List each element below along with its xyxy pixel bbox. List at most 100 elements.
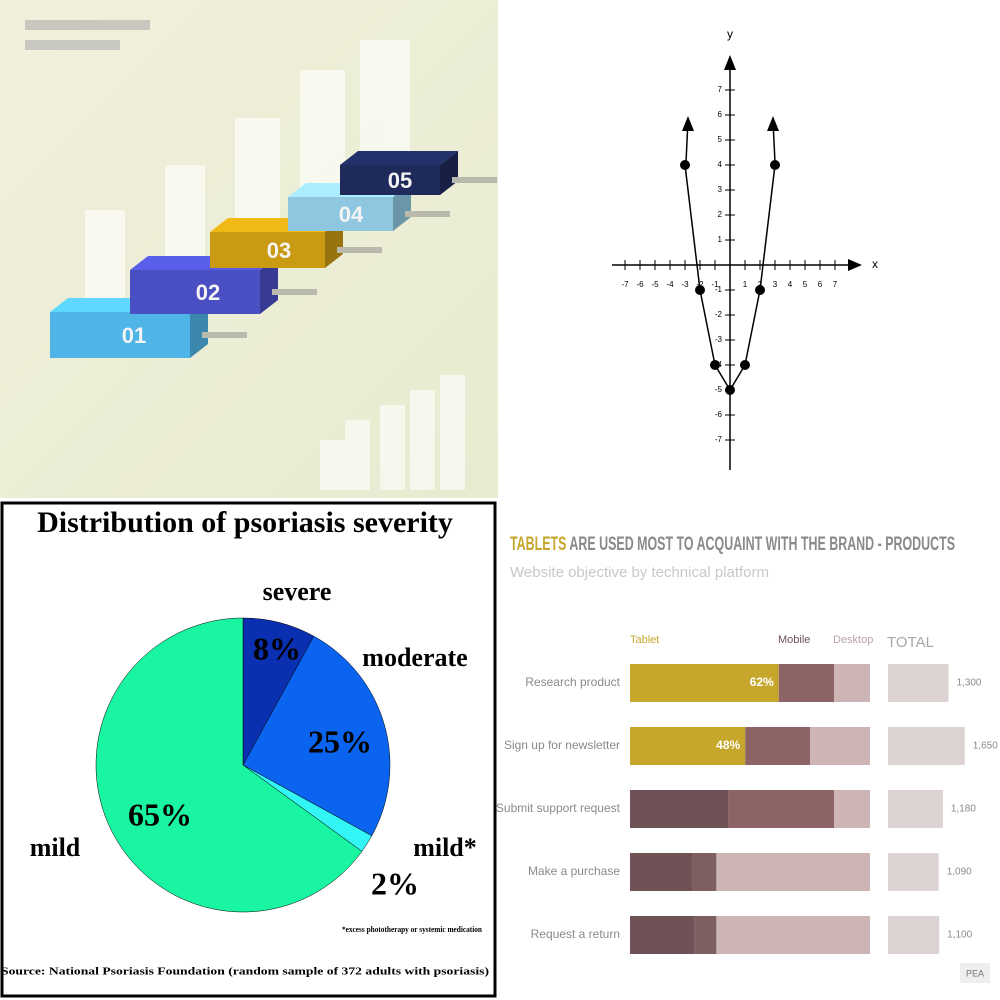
y-tick-label: -1 <box>715 285 723 294</box>
bar-segment <box>692 853 717 891</box>
x-tick-label: -7 <box>621 280 629 289</box>
total-bar <box>888 790 943 828</box>
legend-label: Mobile <box>778 634 810 646</box>
total-bar <box>888 853 939 891</box>
point <box>680 160 690 170</box>
x-tick-label: 6 <box>818 280 823 289</box>
slice-name: severe <box>263 577 332 606</box>
slice-value: 8% <box>253 630 301 666</box>
y-tick-label: 1 <box>718 235 723 244</box>
axes <box>612 62 855 470</box>
x-axis-label: x <box>872 257 878 271</box>
title-blur <box>25 20 150 30</box>
total-label: 1,650 <box>973 741 998 752</box>
title-blur <box>25 40 120 50</box>
step-label: 03 <box>267 238 291 263</box>
y-tick-label: 6 <box>718 110 723 119</box>
step-block <box>130 270 260 314</box>
step-caption <box>272 289 317 295</box>
curve-arrow <box>682 116 694 131</box>
bar-segment <box>834 790 870 828</box>
slice-name: mild* <box>413 833 477 862</box>
total-label: 1,300 <box>956 678 981 689</box>
step-side <box>260 256 278 314</box>
x-tick-label: -3 <box>681 280 689 289</box>
step-caption <box>452 177 497 183</box>
step-top <box>340 151 458 165</box>
footnote: *excess phototherapy or systemic medicat… <box>342 925 482 934</box>
bar-segment <box>728 790 834 828</box>
total-header: TOTAL <box>887 634 934 651</box>
slice-value: 25% <box>308 723 372 759</box>
y-tick-label: 3 <box>718 185 723 194</box>
chart-title: Distribution of psoriasis severity <box>37 506 453 539</box>
step-caption <box>405 211 450 217</box>
total-bar <box>888 664 949 702</box>
step-label: 04 <box>339 202 364 227</box>
step-side <box>440 151 458 195</box>
y-tick-label: 7 <box>718 85 723 94</box>
total-bar <box>888 916 940 954</box>
point <box>755 285 765 295</box>
bar-segment <box>694 916 717 954</box>
x-tick-label: -4 <box>666 280 674 289</box>
slice-value: 65% <box>128 796 192 832</box>
logo: PEA <box>966 968 984 978</box>
x-tick-label: -1 <box>711 280 719 289</box>
value-label: 62% <box>750 675 774 689</box>
total-label: 1,180 <box>951 804 976 815</box>
x-tick-label: -5 <box>651 280 659 289</box>
y-arrow <box>724 55 736 70</box>
category-label: Submit support request <box>496 801 621 815</box>
y-tick-label: 2 <box>718 210 723 219</box>
point <box>710 360 720 370</box>
slice-name: mild <box>30 833 81 862</box>
step-block <box>50 312 190 358</box>
slice-name: moderate <box>362 643 467 672</box>
x-tick-label: 3 <box>773 280 778 289</box>
source: Source: National Psoriasis Foundation (r… <box>1 966 489 978</box>
bar-segment <box>810 727 870 765</box>
x-tick-label: 5 <box>803 280 808 289</box>
point <box>740 360 750 370</box>
x-tick-label: 4 <box>788 280 793 289</box>
x-tick-label: -2 <box>696 280 704 289</box>
logo-box <box>960 963 990 983</box>
bar-segment <box>630 916 695 954</box>
step-caption <box>202 332 247 338</box>
step-block <box>340 165 440 195</box>
y-tick-label: -3 <box>715 335 723 344</box>
y-axis-label: y <box>727 27 733 41</box>
bar-segment <box>630 664 779 702</box>
pie-slice <box>242 635 391 837</box>
total-label: 1,100 <box>947 930 972 941</box>
bar-segment <box>745 727 810 765</box>
chart-title: TABLETS ARE USED MOST TO ACQUAINT WITH T… <box>510 534 955 555</box>
y-tick-label: -7 <box>715 435 723 444</box>
category-label: Research product <box>525 675 620 689</box>
title-highlight: TABLETS <box>510 534 566 555</box>
towers <box>85 40 465 490</box>
category-label: Make a purchase <box>528 864 620 878</box>
total-label: 1,090 <box>947 867 972 878</box>
step-block <box>288 197 393 231</box>
bar-segment <box>716 916 870 954</box>
panel-border <box>0 501 497 998</box>
y-tick-label: 4 <box>718 160 723 169</box>
total-bar <box>888 727 965 765</box>
bar-segment <box>834 664 870 702</box>
bar-segment <box>716 853 870 891</box>
point <box>695 285 705 295</box>
bar-segment <box>778 664 834 702</box>
legend-label: Desktop <box>833 634 873 646</box>
x-tick-label: -6 <box>636 280 644 289</box>
point <box>770 160 780 170</box>
title-text: ARE USED MOST TO ACQUAINT WITH THE BRAND… <box>569 534 955 555</box>
step-label: 01 <box>122 323 146 348</box>
x-arrow <box>848 259 862 271</box>
step-label: 05 <box>388 168 412 193</box>
point <box>725 385 735 395</box>
step-caption <box>337 247 382 253</box>
